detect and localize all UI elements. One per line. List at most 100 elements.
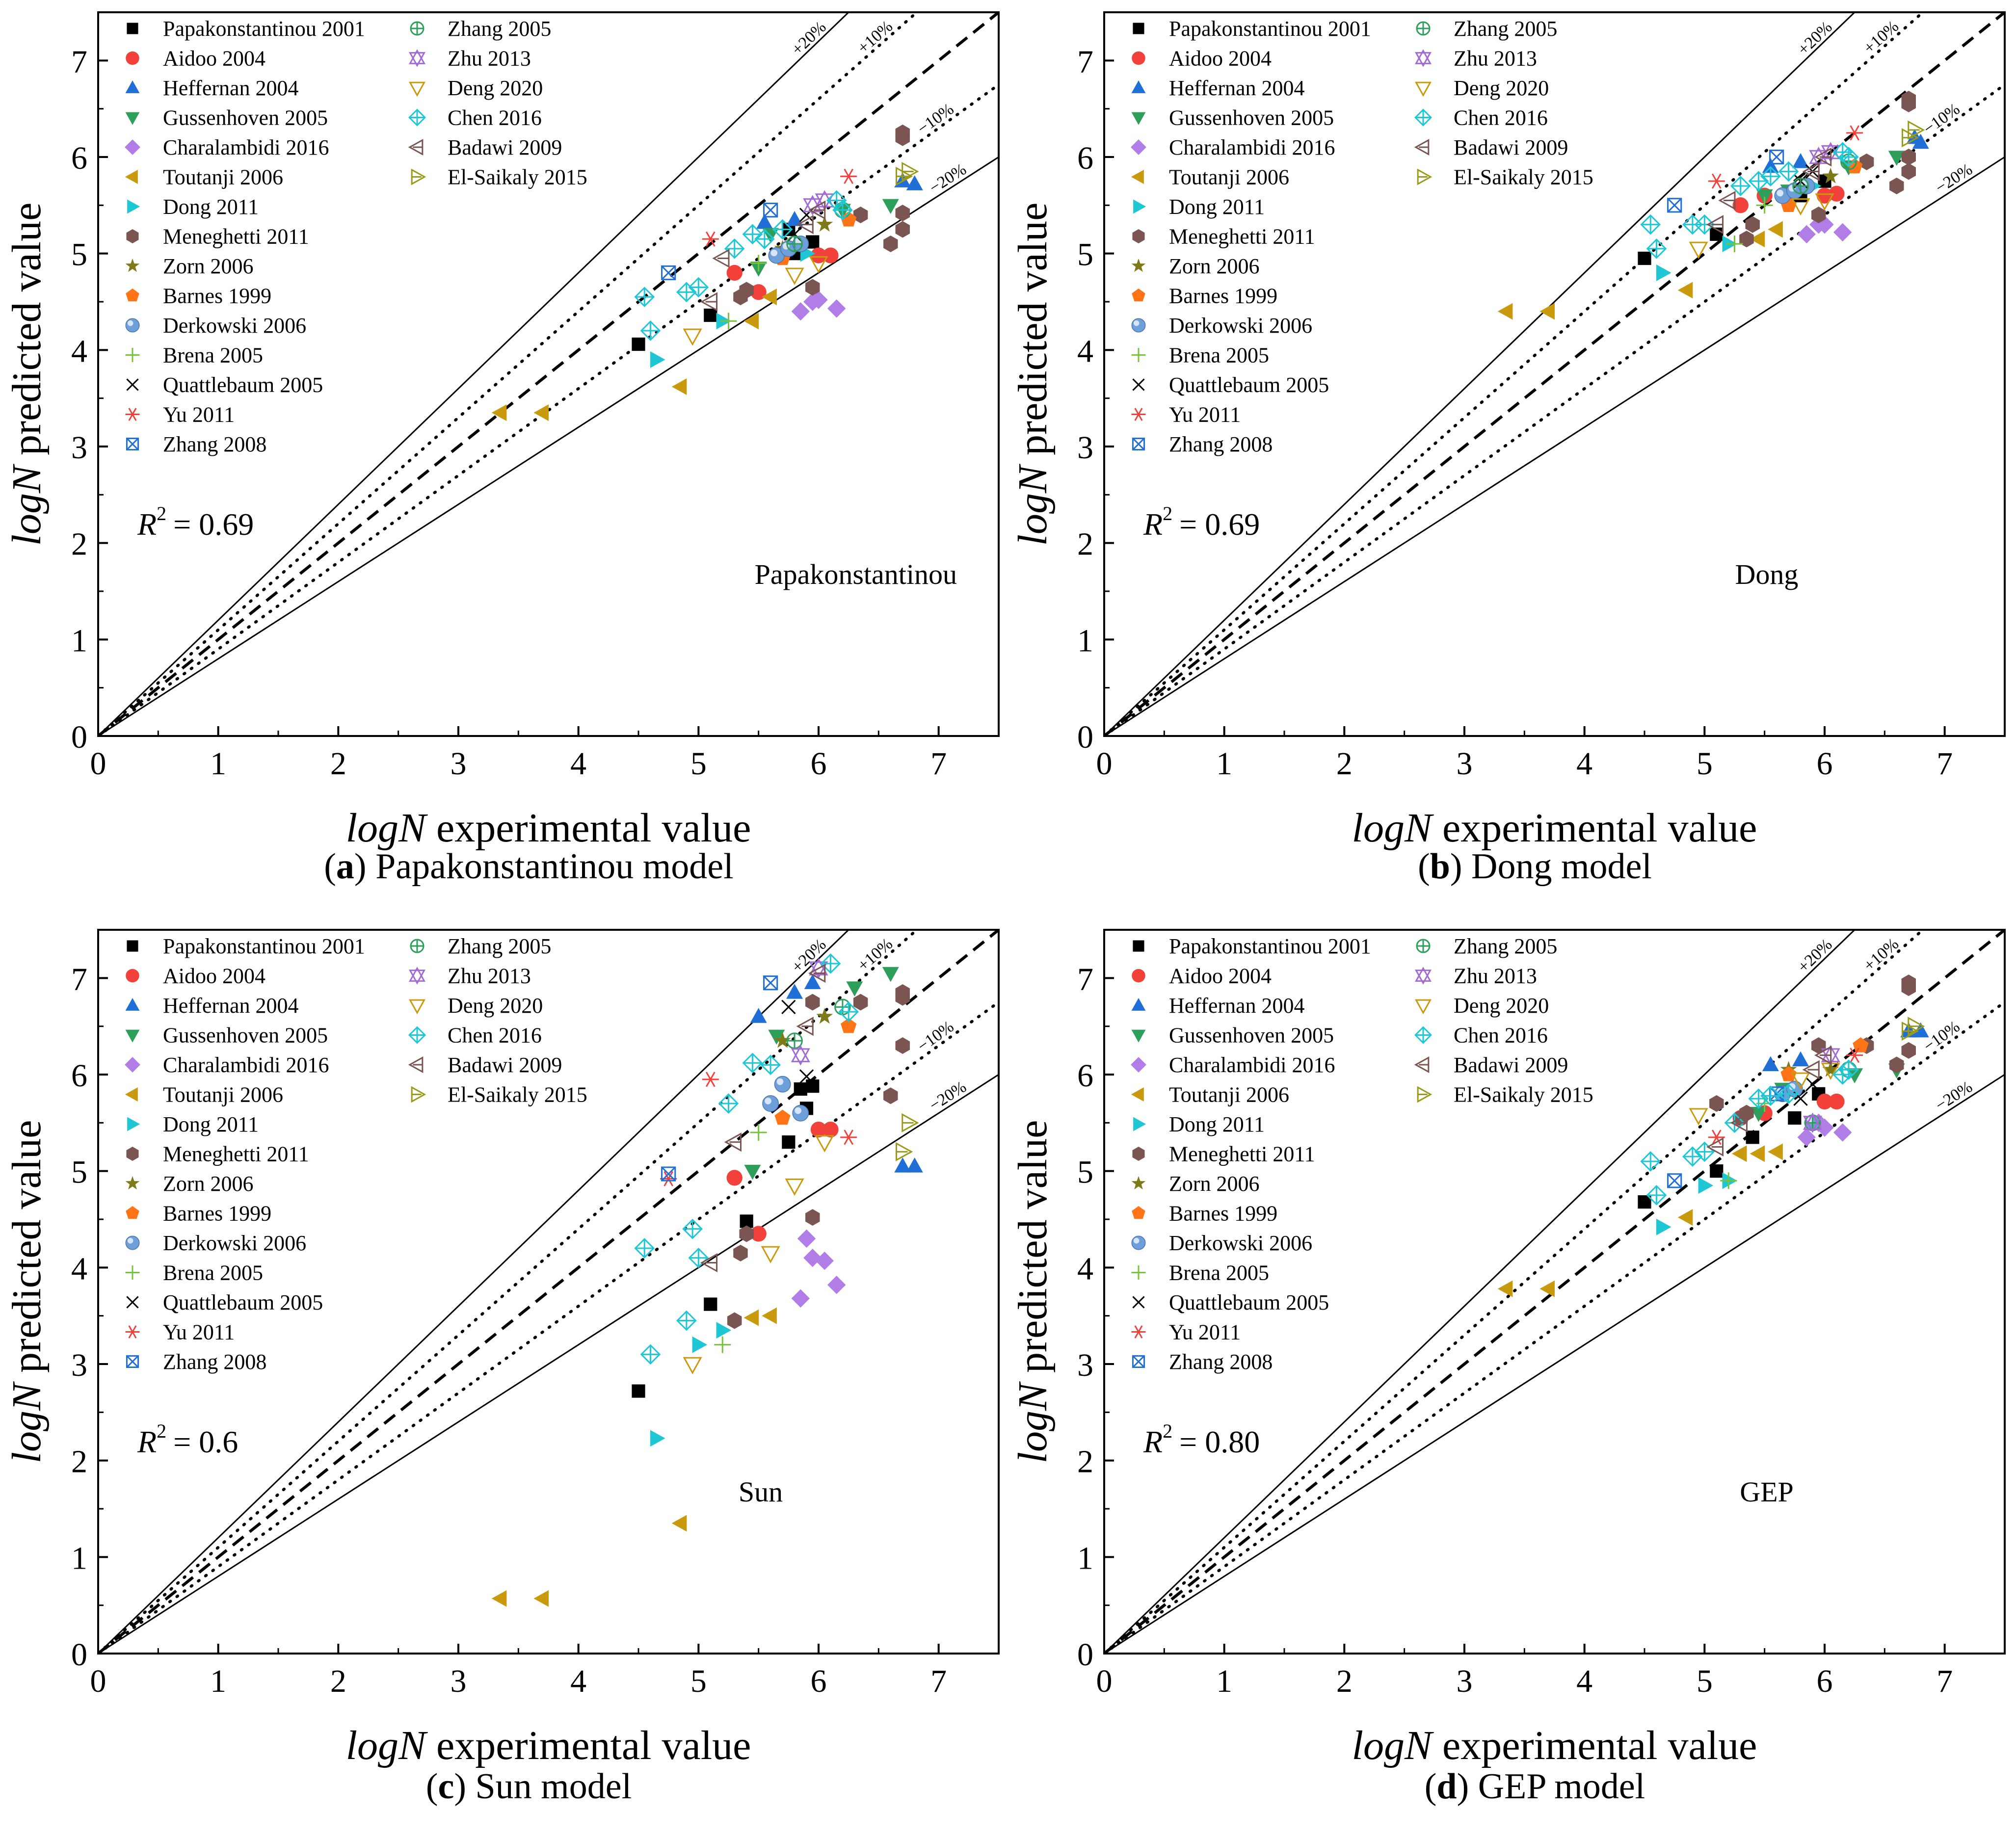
data-point bbox=[1710, 1164, 1724, 1178]
data-point bbox=[1730, 176, 1751, 196]
data-point bbox=[1756, 189, 1773, 205]
data-points bbox=[1497, 974, 1929, 1297]
data-point bbox=[733, 1244, 748, 1261]
data-point bbox=[1802, 161, 1820, 182]
x-axis-label-rest: experimental value bbox=[426, 1723, 751, 1768]
legend-label: Heffernan 2004 bbox=[1169, 76, 1305, 100]
data-point bbox=[786, 1032, 803, 1049]
caption-text: GEP model bbox=[1478, 1766, 1645, 1807]
legend-marker bbox=[1414, 108, 1432, 127]
legend-marker bbox=[1131, 112, 1146, 125]
legend-marker bbox=[411, 1086, 426, 1103]
reference-line bbox=[1104, 83, 2005, 736]
legend-label: Zhu 2013 bbox=[448, 47, 531, 71]
legend-label: Dong 2011 bbox=[1169, 1112, 1265, 1136]
data-point bbox=[1709, 1095, 1724, 1112]
data-point bbox=[1832, 142, 1853, 162]
data-point bbox=[1901, 91, 1916, 107]
legend-label: El-Saikaly 2015 bbox=[448, 1083, 587, 1107]
data-point bbox=[1829, 185, 1845, 202]
data-point bbox=[1646, 1185, 1667, 1206]
data-point bbox=[846, 981, 863, 997]
data-point bbox=[1803, 1112, 1823, 1133]
legend-marker bbox=[127, 199, 140, 214]
legend-label: Quattlebaum 2005 bbox=[163, 373, 323, 397]
data-point bbox=[744, 1164, 761, 1180]
data-point bbox=[743, 313, 759, 330]
reference-line bbox=[1104, 930, 2005, 1654]
reference-line bbox=[98, 12, 850, 736]
legend-marker bbox=[1131, 139, 1146, 155]
data-point bbox=[1768, 1143, 1783, 1160]
data-point bbox=[768, 1029, 785, 1045]
reference-line bbox=[1104, 1000, 2005, 1654]
data-point bbox=[671, 378, 687, 395]
data-point bbox=[1667, 198, 1682, 213]
legend-label: Quattlebaum 2005 bbox=[1169, 1290, 1329, 1314]
data-point bbox=[785, 267, 804, 285]
legend-label: Quattlebaum 2005 bbox=[1169, 373, 1329, 397]
legend-label: Zhu 2013 bbox=[1454, 964, 1537, 988]
legend-label: Meneghetti 2011 bbox=[163, 225, 309, 249]
legend-marker bbox=[1415, 999, 1432, 1015]
legend-label: Barnes 1999 bbox=[163, 1202, 271, 1226]
legend-label: Chen 2016 bbox=[1454, 1024, 1548, 1048]
legend-label: Papakonstantinou 2001 bbox=[1169, 17, 1371, 41]
data-point bbox=[650, 351, 665, 368]
y-axis-label-rest: predicted value bbox=[1010, 1120, 1056, 1383]
legend-label: Zorn 2006 bbox=[1169, 254, 1260, 278]
data-point bbox=[809, 256, 828, 274]
x-axis-label-rest: experimental value bbox=[1432, 805, 1757, 851]
data-point bbox=[1731, 1145, 1747, 1162]
data-point bbox=[808, 200, 826, 220]
x-tick-label: 1 bbox=[1216, 1663, 1232, 1699]
legend-label: Heffernan 2004 bbox=[163, 994, 299, 1018]
data-point bbox=[1706, 1137, 1724, 1157]
data-point bbox=[661, 1166, 676, 1182]
legend-label: Meneghetti 2011 bbox=[1169, 225, 1315, 249]
data-point bbox=[762, 1307, 777, 1324]
reference-line bbox=[1104, 930, 1856, 1654]
legend-label: Aidoo 2004 bbox=[1169, 47, 1272, 71]
band-label: +20% bbox=[1794, 936, 1835, 976]
legend-marker bbox=[125, 112, 140, 125]
data-point bbox=[688, 277, 709, 298]
data-point bbox=[791, 1289, 810, 1308]
legend-label: Aidoo 2004 bbox=[1169, 964, 1272, 988]
data-point bbox=[683, 1357, 702, 1374]
data-point bbox=[774, 1076, 791, 1093]
legend-marker bbox=[1131, 1235, 1146, 1250]
data-point bbox=[1791, 198, 1810, 216]
legend-marker bbox=[1132, 1147, 1145, 1161]
data-point bbox=[1859, 153, 1874, 170]
x-axis-label: logN experimental value bbox=[346, 805, 751, 851]
data-point bbox=[1901, 149, 1916, 165]
data-point bbox=[853, 994, 868, 1011]
legend-label: Dong 2011 bbox=[163, 195, 259, 219]
data-point bbox=[804, 974, 821, 989]
caption-close-paren: ) bbox=[1450, 846, 1471, 887]
model-name-label: Dong bbox=[1735, 558, 1799, 590]
legend-marker bbox=[125, 1057, 140, 1073]
x-tick-label: 0 bbox=[90, 746, 106, 782]
legend-marker bbox=[1414, 1026, 1432, 1044]
data-point bbox=[714, 1336, 731, 1353]
legend-marker bbox=[1131, 1057, 1146, 1073]
r-squared-symbol: R bbox=[1143, 507, 1163, 542]
data-point bbox=[682, 1218, 703, 1239]
y-tick-label: 4 bbox=[71, 333, 87, 369]
legend-label: Chen 2016 bbox=[448, 1024, 542, 1048]
data-point bbox=[781, 999, 796, 1014]
data-point bbox=[1778, 1083, 1799, 1104]
reference-line bbox=[1104, 1074, 2005, 1654]
data-point bbox=[762, 1095, 779, 1112]
data-point bbox=[702, 231, 719, 247]
data-point bbox=[1706, 215, 1724, 235]
legend-marker bbox=[1133, 940, 1144, 952]
y-tick-label: 2 bbox=[1077, 526, 1093, 562]
data-point bbox=[750, 1124, 767, 1141]
data-point bbox=[742, 1052, 763, 1074]
legend-marker bbox=[125, 1235, 140, 1250]
data-point bbox=[1677, 1209, 1693, 1226]
